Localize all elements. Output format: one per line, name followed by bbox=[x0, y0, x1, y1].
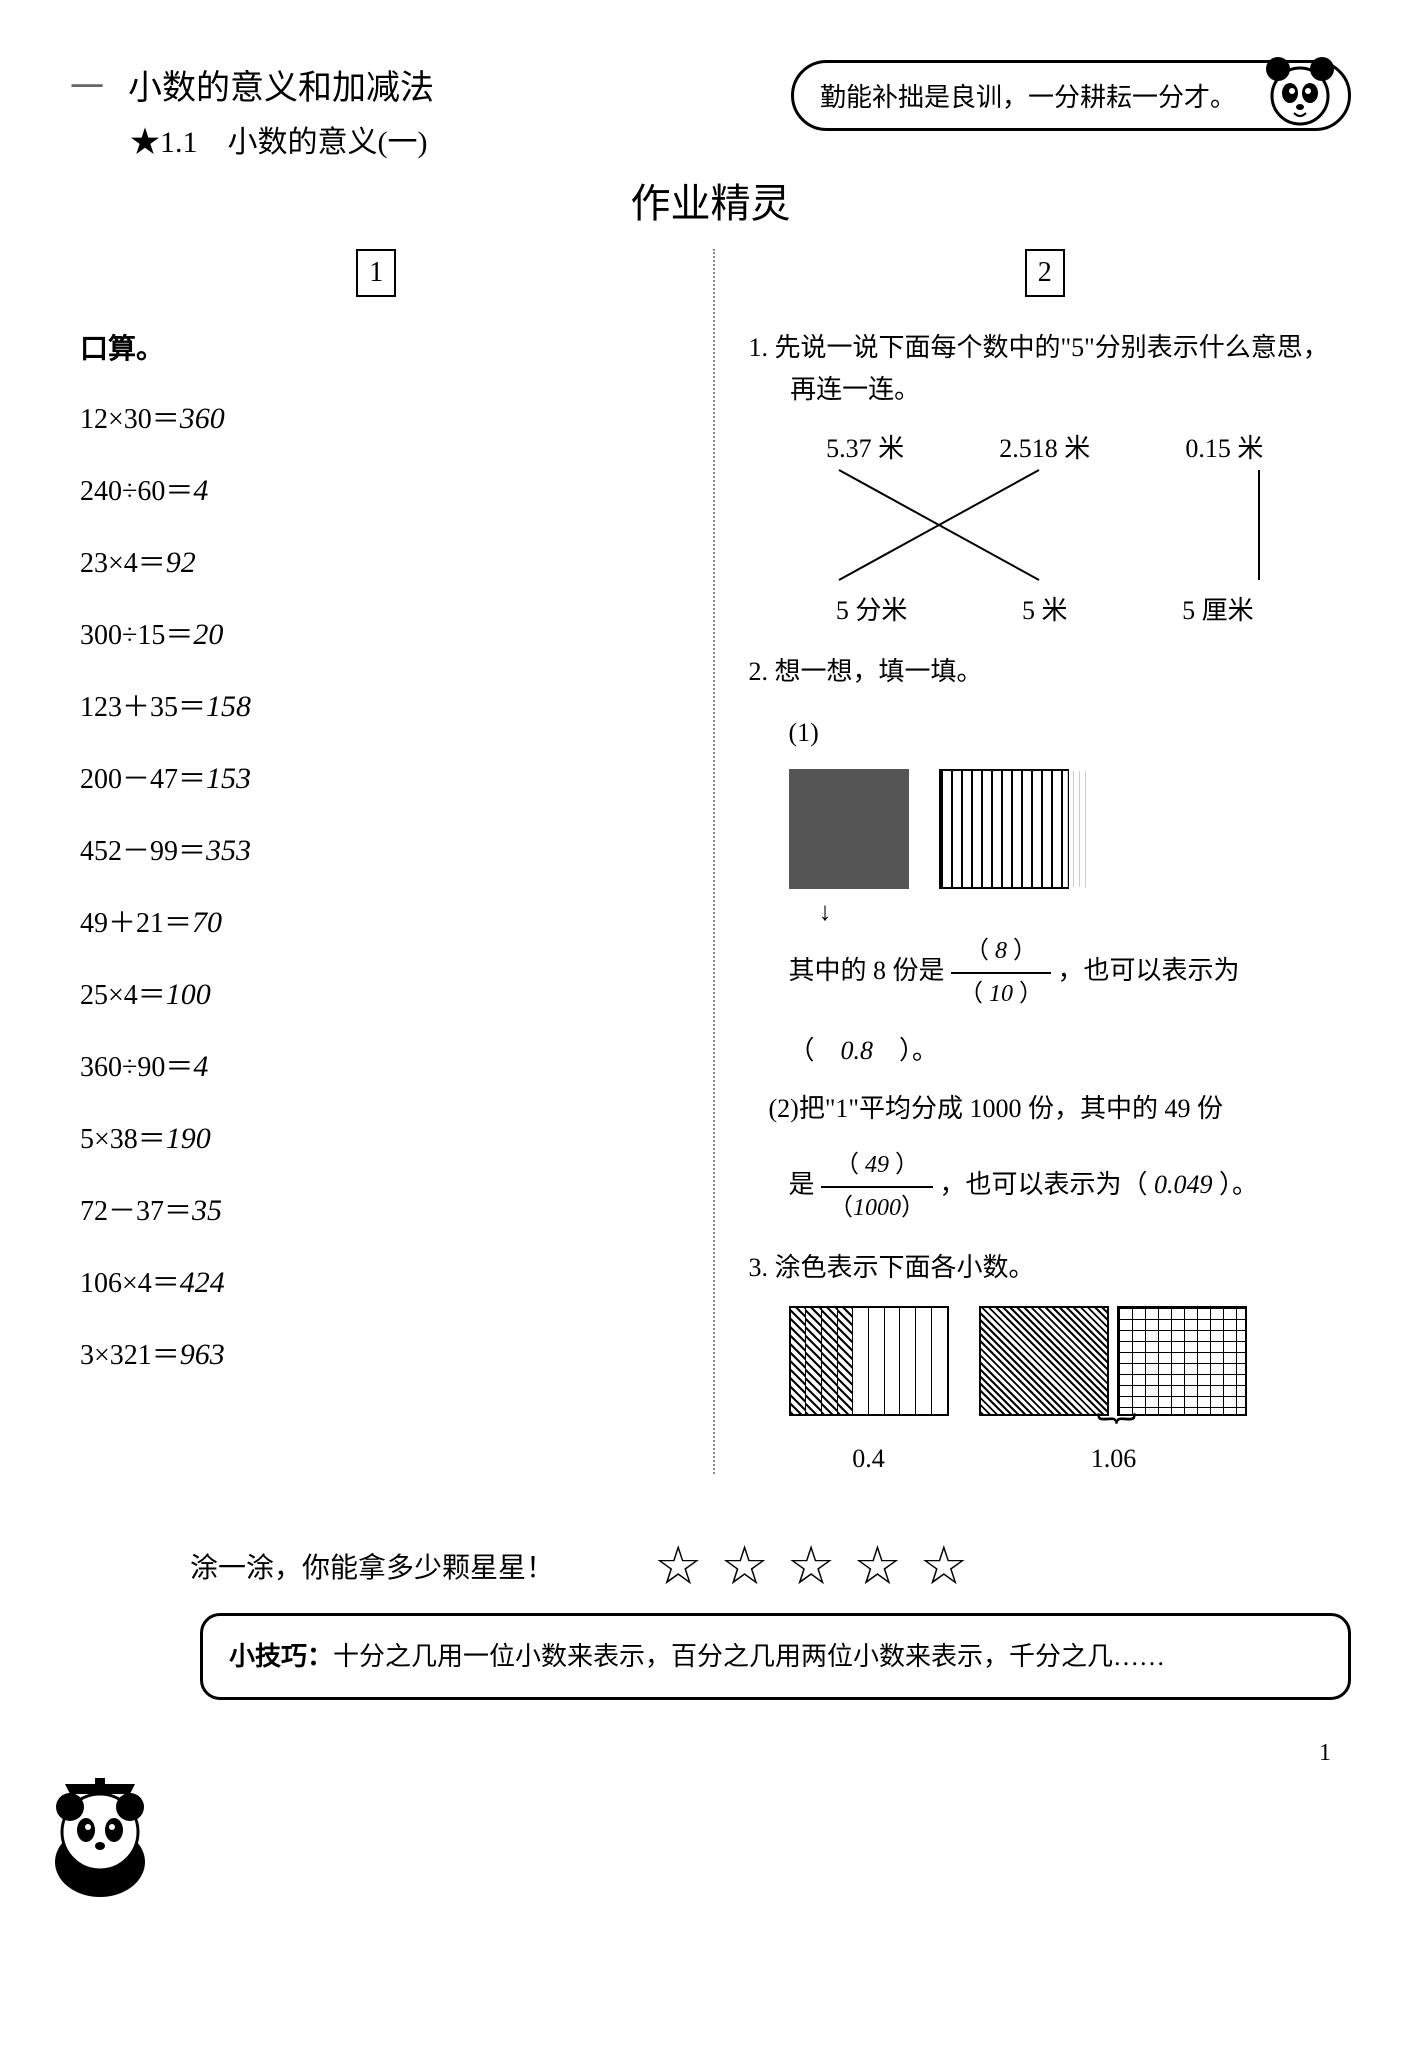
q3-brace-row: ︸ bbox=[789, 1424, 1352, 1444]
stars-text: 涂一涂，你能拿多少颗星星！ bbox=[190, 1546, 554, 1586]
calc-item: 360÷90＝4 bbox=[80, 1045, 683, 1085]
q2-p2-text: (2)把"1"平均分成 1000 份，其中的 49 份 bbox=[769, 1087, 1352, 1131]
q2-p1-line: 其中的 8 份是 （ 8 ） （ 10 ） ，也可以表示为 bbox=[789, 931, 1352, 1015]
q3-captions: 0.4 1.06 bbox=[789, 1444, 1352, 1474]
title-block: 一 小数的意义和加减法 ★1.1 小数的意义(一) bbox=[70, 60, 771, 161]
tip-label: 小技巧： bbox=[229, 1641, 333, 1671]
calc-item: 200－47＝153 bbox=[80, 757, 683, 797]
calc-item: 240÷60＝4 bbox=[80, 469, 683, 509]
chapter-title: 小数的意义和加减法 bbox=[128, 70, 434, 107]
calc-item: 123＋35＝158 bbox=[80, 685, 683, 725]
stars-row: 涂一涂，你能拿多少颗星星！ ☆☆☆☆☆ bbox=[190, 1534, 1351, 1597]
calc-item: 106×4＝424 bbox=[80, 1261, 683, 1301]
q3-text: 3. 涂色表示下面各小数。 bbox=[749, 1247, 1352, 1289]
fraction-1: （ 8 ） （ 10 ） bbox=[951, 931, 1051, 1015]
arrow-icon: ↓ bbox=[819, 897, 1352, 927]
connect-lines bbox=[739, 465, 1352, 585]
panda-graduate-icon bbox=[40, 1772, 160, 1902]
striped-square bbox=[939, 769, 1069, 889]
section-number-2: 2 bbox=[1025, 249, 1065, 297]
star-icon: ★ bbox=[130, 126, 160, 159]
calc-item: 72－37＝35 bbox=[80, 1189, 683, 1229]
calc-item: 23×4＝92 bbox=[80, 541, 683, 581]
q2-p1-ans: （ 0.8 ）。 bbox=[789, 1029, 1352, 1073]
star-outline-icon: ☆☆☆☆☆ bbox=[654, 1534, 986, 1597]
chapter-dash: 一 bbox=[70, 60, 104, 109]
calc-item: 300÷15＝20 bbox=[80, 613, 683, 653]
column-2: 2 1. 先说一说下面每个数中的"5"分别表示什么意思，再连一连。 5.37 米… bbox=[713, 249, 1352, 1474]
section-number-1: 1 bbox=[356, 249, 396, 297]
q2-p2-line: 是 （ 49 ） （1000） ，也可以表示为（ 0.049 ）。 bbox=[789, 1145, 1352, 1229]
q1-text: 1. 先说一说下面每个数中的"5"分别表示什么意思，再连一连。 bbox=[749, 327, 1352, 410]
calc-item: 3×321＝963 bbox=[80, 1333, 683, 1373]
calc-item: 12×30＝360 bbox=[80, 397, 683, 437]
q3-grids bbox=[789, 1306, 1352, 1416]
section-title: ★1.1 小数的意义(一) bbox=[130, 117, 771, 161]
fraction-2: （ 49 ） （1000） bbox=[821, 1145, 933, 1229]
grid-106-full bbox=[979, 1306, 1109, 1416]
tip-text: 十分之几用一位小数来表示，百分之几用两位小数来表示，千分之几…… bbox=[333, 1642, 1165, 1671]
tip-box: 小技巧：十分之几用一位小数来表示，百分之几用两位小数来表示，千分之几…… bbox=[200, 1613, 1351, 1700]
solid-square bbox=[789, 769, 909, 889]
calc-item: 25×4＝100 bbox=[80, 973, 683, 1013]
motto-box: 勤能补拙是良训，一分耕耘一分才。 bbox=[791, 60, 1351, 131]
page-number: 1 bbox=[70, 1740, 1351, 1767]
grid-04 bbox=[789, 1306, 949, 1416]
grid-106-part bbox=[1117, 1306, 1247, 1416]
q2-p1-prefix: (1) bbox=[789, 711, 1352, 755]
calc-item: 452－99＝353 bbox=[80, 829, 683, 869]
calc-item: 5×38＝190 bbox=[80, 1117, 683, 1157]
connect-bottom-row: 5 分米5 米5 厘米 bbox=[779, 590, 1312, 627]
q2-text: 2. 想一想，填一填。 bbox=[749, 651, 1352, 693]
panda-icon bbox=[1260, 51, 1340, 131]
q2-grids bbox=[789, 769, 1352, 889]
motto-text: 勤能补拙是良训，一分耕耘一分才。 bbox=[820, 83, 1236, 112]
workbook-title: 作业精灵 bbox=[70, 171, 1351, 229]
calc-item: 49＋21＝70 bbox=[80, 901, 683, 941]
column-1: 1 口算。 12×30＝360 240÷60＝4 23×4＝92 300÷15＝20 1… bbox=[70, 249, 683, 1474]
connect-top-row: 5.37 米2.518 米0.15 米 bbox=[779, 428, 1312, 465]
calc-heading: 口算。 bbox=[80, 327, 683, 367]
